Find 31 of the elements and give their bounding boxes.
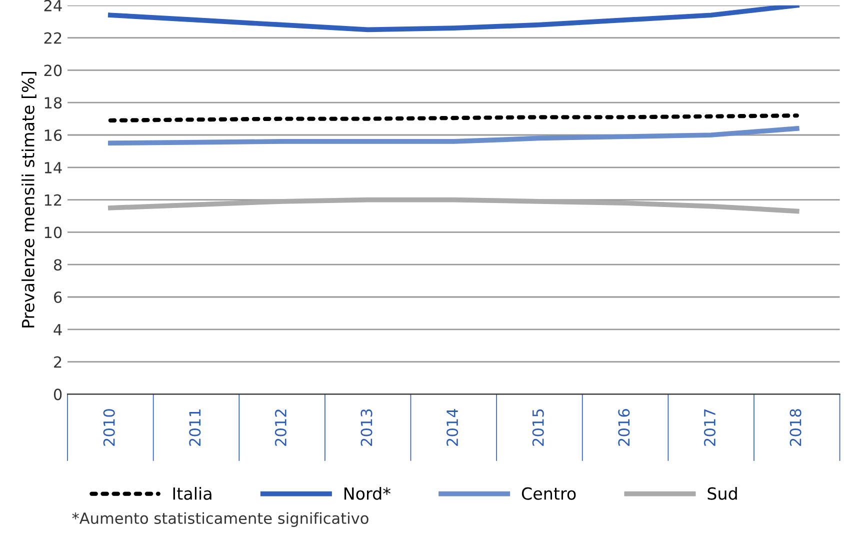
y-axis-title: Prevalenze mensili stimate [%] <box>22 72 36 328</box>
x-tick-label: 2016 <box>618 409 630 446</box>
y-tick-label: 22 <box>44 32 62 44</box>
y-tick-label: 2 <box>54 356 62 368</box>
line-series <box>108 197 800 214</box>
legend-label: Centro <box>522 487 576 500</box>
x-tick-label: 2015 <box>532 409 544 446</box>
legend-label: Sud <box>708 486 737 500</box>
x-tick-label: 2010 <box>103 409 115 446</box>
y-tick-label: 0 <box>54 388 62 400</box>
y-tick-label: 10 <box>44 226 62 238</box>
x-tick-label: 2017 <box>704 409 716 446</box>
y-tick-label: 6 <box>54 291 62 304</box>
x-tick-label: 2018 <box>790 409 802 446</box>
y-tick-label: 4 <box>54 324 62 336</box>
x-tick-label: 2011 <box>189 410 201 446</box>
y-tick-label: 20 <box>44 64 62 76</box>
y-tick-label: 8 <box>54 259 62 271</box>
legend-label: Nord* <box>344 486 390 500</box>
legend-label: Italia <box>173 486 212 500</box>
line-series <box>108 126 800 146</box>
x-tick-label: 2012 <box>274 410 286 446</box>
y-tick-label: 24 <box>44 0 62 12</box>
x-tick-label: 2013 <box>360 409 372 446</box>
y-tick-label: 14 <box>44 162 62 174</box>
x-tick-label: 2014 <box>446 408 458 446</box>
y-tick-label: 18 <box>44 97 62 109</box>
y-tick-label: 16 <box>44 129 62 142</box>
line-series <box>108 5 800 32</box>
text: *Aumento statisticamente significativo <box>72 512 368 527</box>
y-tick-label: 12 <box>44 194 62 206</box>
